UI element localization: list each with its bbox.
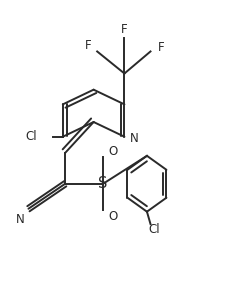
Text: F: F [158, 41, 164, 54]
Text: O: O [108, 210, 117, 223]
Text: N: N [16, 213, 24, 225]
Text: Cl: Cl [25, 130, 37, 143]
Text: O: O [108, 145, 117, 158]
Text: S: S [98, 176, 108, 191]
Text: F: F [84, 39, 91, 52]
Text: F: F [121, 23, 128, 36]
Text: Cl: Cl [148, 223, 160, 236]
Text: N: N [130, 132, 139, 145]
